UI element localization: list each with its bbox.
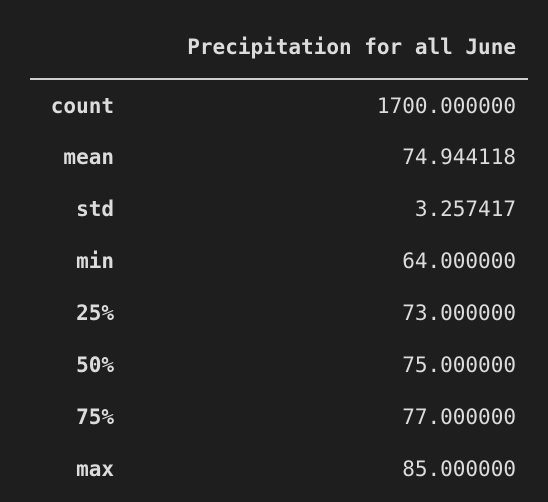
row-value: 77.000000 [402,405,516,429]
row-label: 75% [76,405,114,429]
row-value: 75.000000 [402,353,516,377]
row-value: 3.257417 [414,197,516,221]
describe-table: Precipitation for all June count 1700.00… [30,28,528,495]
header-row: Precipitation for all June [30,28,528,80]
row-value: 74.944118 [402,145,516,169]
table-row: max 85.000000 [30,443,528,495]
row-label: 25% [76,301,114,325]
table-row: mean 74.944118 [30,131,528,183]
row-label: mean [63,145,114,169]
row-value: 85.000000 [402,457,516,481]
table-row: min 64.000000 [30,235,528,287]
row-value: 73.000000 [402,301,516,325]
table-row: count 1700.000000 [30,79,528,131]
table-row: 25% 73.000000 [30,287,528,339]
row-value: 64.000000 [402,249,516,273]
row-label: min [76,249,114,273]
row-value: 1700.000000 [376,93,516,118]
table-row: 50% 75.000000 [30,339,528,391]
row-label: count [50,93,114,118]
row-label: 50% [76,353,114,377]
row-label: max [76,457,114,481]
column-header: Precipitation for all June [128,28,528,80]
row-label: std [76,197,114,221]
table-row: 75% 77.000000 [30,391,528,443]
index-header-blank [30,28,128,80]
table-row: std 3.257417 [30,183,528,235]
